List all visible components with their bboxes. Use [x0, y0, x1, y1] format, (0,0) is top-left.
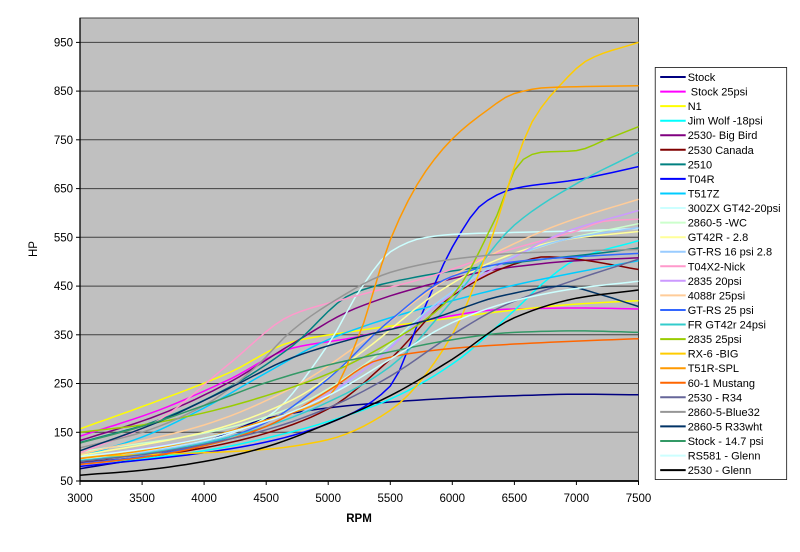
svg-text:RS581 - Glenn: RS581 - Glenn — [688, 451, 761, 463]
svg-text:2835 20psi: 2835 20psi — [688, 276, 742, 288]
svg-text:2860-5 -WC: 2860-5 -WC — [688, 218, 747, 230]
svg-text:GT-RS 16 psi 2.8: GT-RS 16 psi 2.8 — [688, 247, 772, 259]
svg-text:450: 450 — [54, 281, 73, 293]
svg-text:2530 - R34: 2530 - R34 — [688, 392, 742, 404]
svg-text:7500: 7500 — [626, 493, 652, 505]
svg-text:950: 950 — [54, 37, 73, 49]
svg-text:2530 - Glenn: 2530 - Glenn — [688, 465, 752, 477]
svg-text:300ZX GT42-20psi: 300ZX GT42-20psi — [688, 203, 781, 215]
svg-text:N1: N1 — [688, 101, 702, 113]
svg-text:350: 350 — [54, 330, 73, 342]
svg-text:650: 650 — [54, 184, 73, 196]
svg-text:2530- Big Bird: 2530- Big Bird — [688, 130, 758, 142]
svg-text:850: 850 — [54, 86, 73, 98]
svg-text:HP: HP — [28, 241, 40, 257]
svg-text:6500: 6500 — [502, 493, 528, 505]
svg-text:750: 750 — [54, 135, 73, 147]
svg-text:T517Z: T517Z — [688, 189, 720, 201]
svg-text:2860-5-Blue32: 2860-5-Blue32 — [688, 407, 760, 419]
svg-text:GT42R - 2.8: GT42R - 2.8 — [688, 232, 749, 244]
svg-text:T51R-SPL: T51R-SPL — [688, 363, 739, 375]
svg-text:T04R: T04R — [688, 174, 715, 186]
svg-text:Stock - 14.7 psi: Stock - 14.7 psi — [688, 436, 764, 448]
svg-text:T04X2-Nick: T04X2-Nick — [688, 261, 746, 273]
svg-text:3000: 3000 — [67, 493, 93, 505]
svg-text:60-1 Mustang: 60-1 Mustang — [688, 378, 755, 390]
svg-text:550: 550 — [54, 232, 73, 244]
svg-text:7000: 7000 — [564, 493, 590, 505]
svg-text:Stock: Stock — [688, 72, 716, 84]
svg-text:4088r 25psi: 4088r 25psi — [688, 290, 746, 302]
svg-text:Jim Wolf -18psi: Jim Wolf -18psi — [688, 116, 763, 128]
svg-text:5500: 5500 — [378, 493, 404, 505]
svg-text:3500: 3500 — [129, 493, 155, 505]
svg-text:2510: 2510 — [688, 159, 712, 171]
svg-text:250: 250 — [54, 379, 73, 391]
svg-text:4000: 4000 — [191, 493, 217, 505]
svg-text:50: 50 — [60, 476, 73, 488]
svg-text:Stock 25psi: Stock 25psi — [688, 87, 748, 99]
svg-text:2835 25psi: 2835 25psi — [688, 334, 742, 346]
svg-text:4500: 4500 — [253, 493, 279, 505]
svg-text:FR GT42r 24psi: FR GT42r 24psi — [688, 320, 766, 332]
svg-text:150: 150 — [54, 427, 73, 439]
svg-text:2860-5 R33wht: 2860-5 R33wht — [688, 421, 763, 433]
svg-text:RX-6 -BIG: RX-6 -BIG — [688, 349, 739, 361]
svg-text:RPM: RPM — [346, 513, 372, 525]
svg-text:2530 Canada: 2530 Canada — [688, 145, 755, 157]
svg-text:6000: 6000 — [440, 493, 466, 505]
svg-text:5000: 5000 — [315, 493, 341, 505]
svg-text:GT-RS 25 psi: GT-RS 25 psi — [688, 305, 754, 317]
